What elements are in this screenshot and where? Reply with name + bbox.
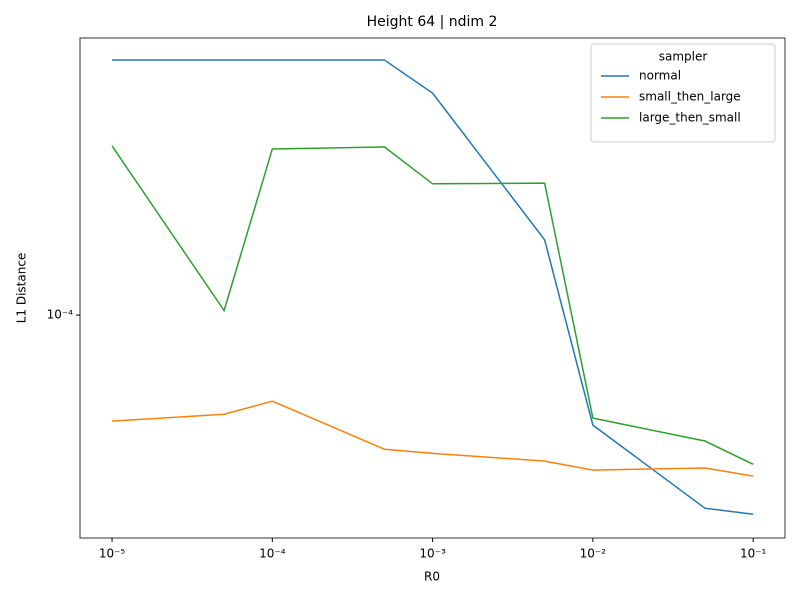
legend-label: small_then_large bbox=[639, 90, 741, 104]
legend-title: sampler bbox=[659, 50, 708, 64]
plot-frame bbox=[79, 37, 786, 539]
x-tick-label: 10⁻³ bbox=[419, 547, 446, 561]
legend-label: normal bbox=[639, 69, 681, 83]
x-tick-label: 10⁻² bbox=[580, 547, 607, 561]
legend-box bbox=[590, 43, 776, 143]
legend-label: large_then_small bbox=[639, 111, 741, 125]
series-line bbox=[112, 400, 754, 477]
x-tick-label: 10⁻¹ bbox=[740, 547, 767, 561]
series-line bbox=[112, 59, 754, 516]
x-tick-label: 10⁻⁵ bbox=[99, 547, 126, 561]
chart-title: Height 64 | ndim 2 bbox=[367, 14, 498, 30]
series-line bbox=[111, 145, 754, 465]
y-axis-label: L1 Distance bbox=[15, 253, 29, 324]
x-tick-label: 10⁻⁴ bbox=[259, 547, 286, 561]
y-tick-label: 10⁻⁴ bbox=[47, 308, 74, 322]
x-axis-label: R0 bbox=[424, 570, 440, 584]
legend: sampler normal small_then_large large_then_… bbox=[590, 43, 776, 143]
